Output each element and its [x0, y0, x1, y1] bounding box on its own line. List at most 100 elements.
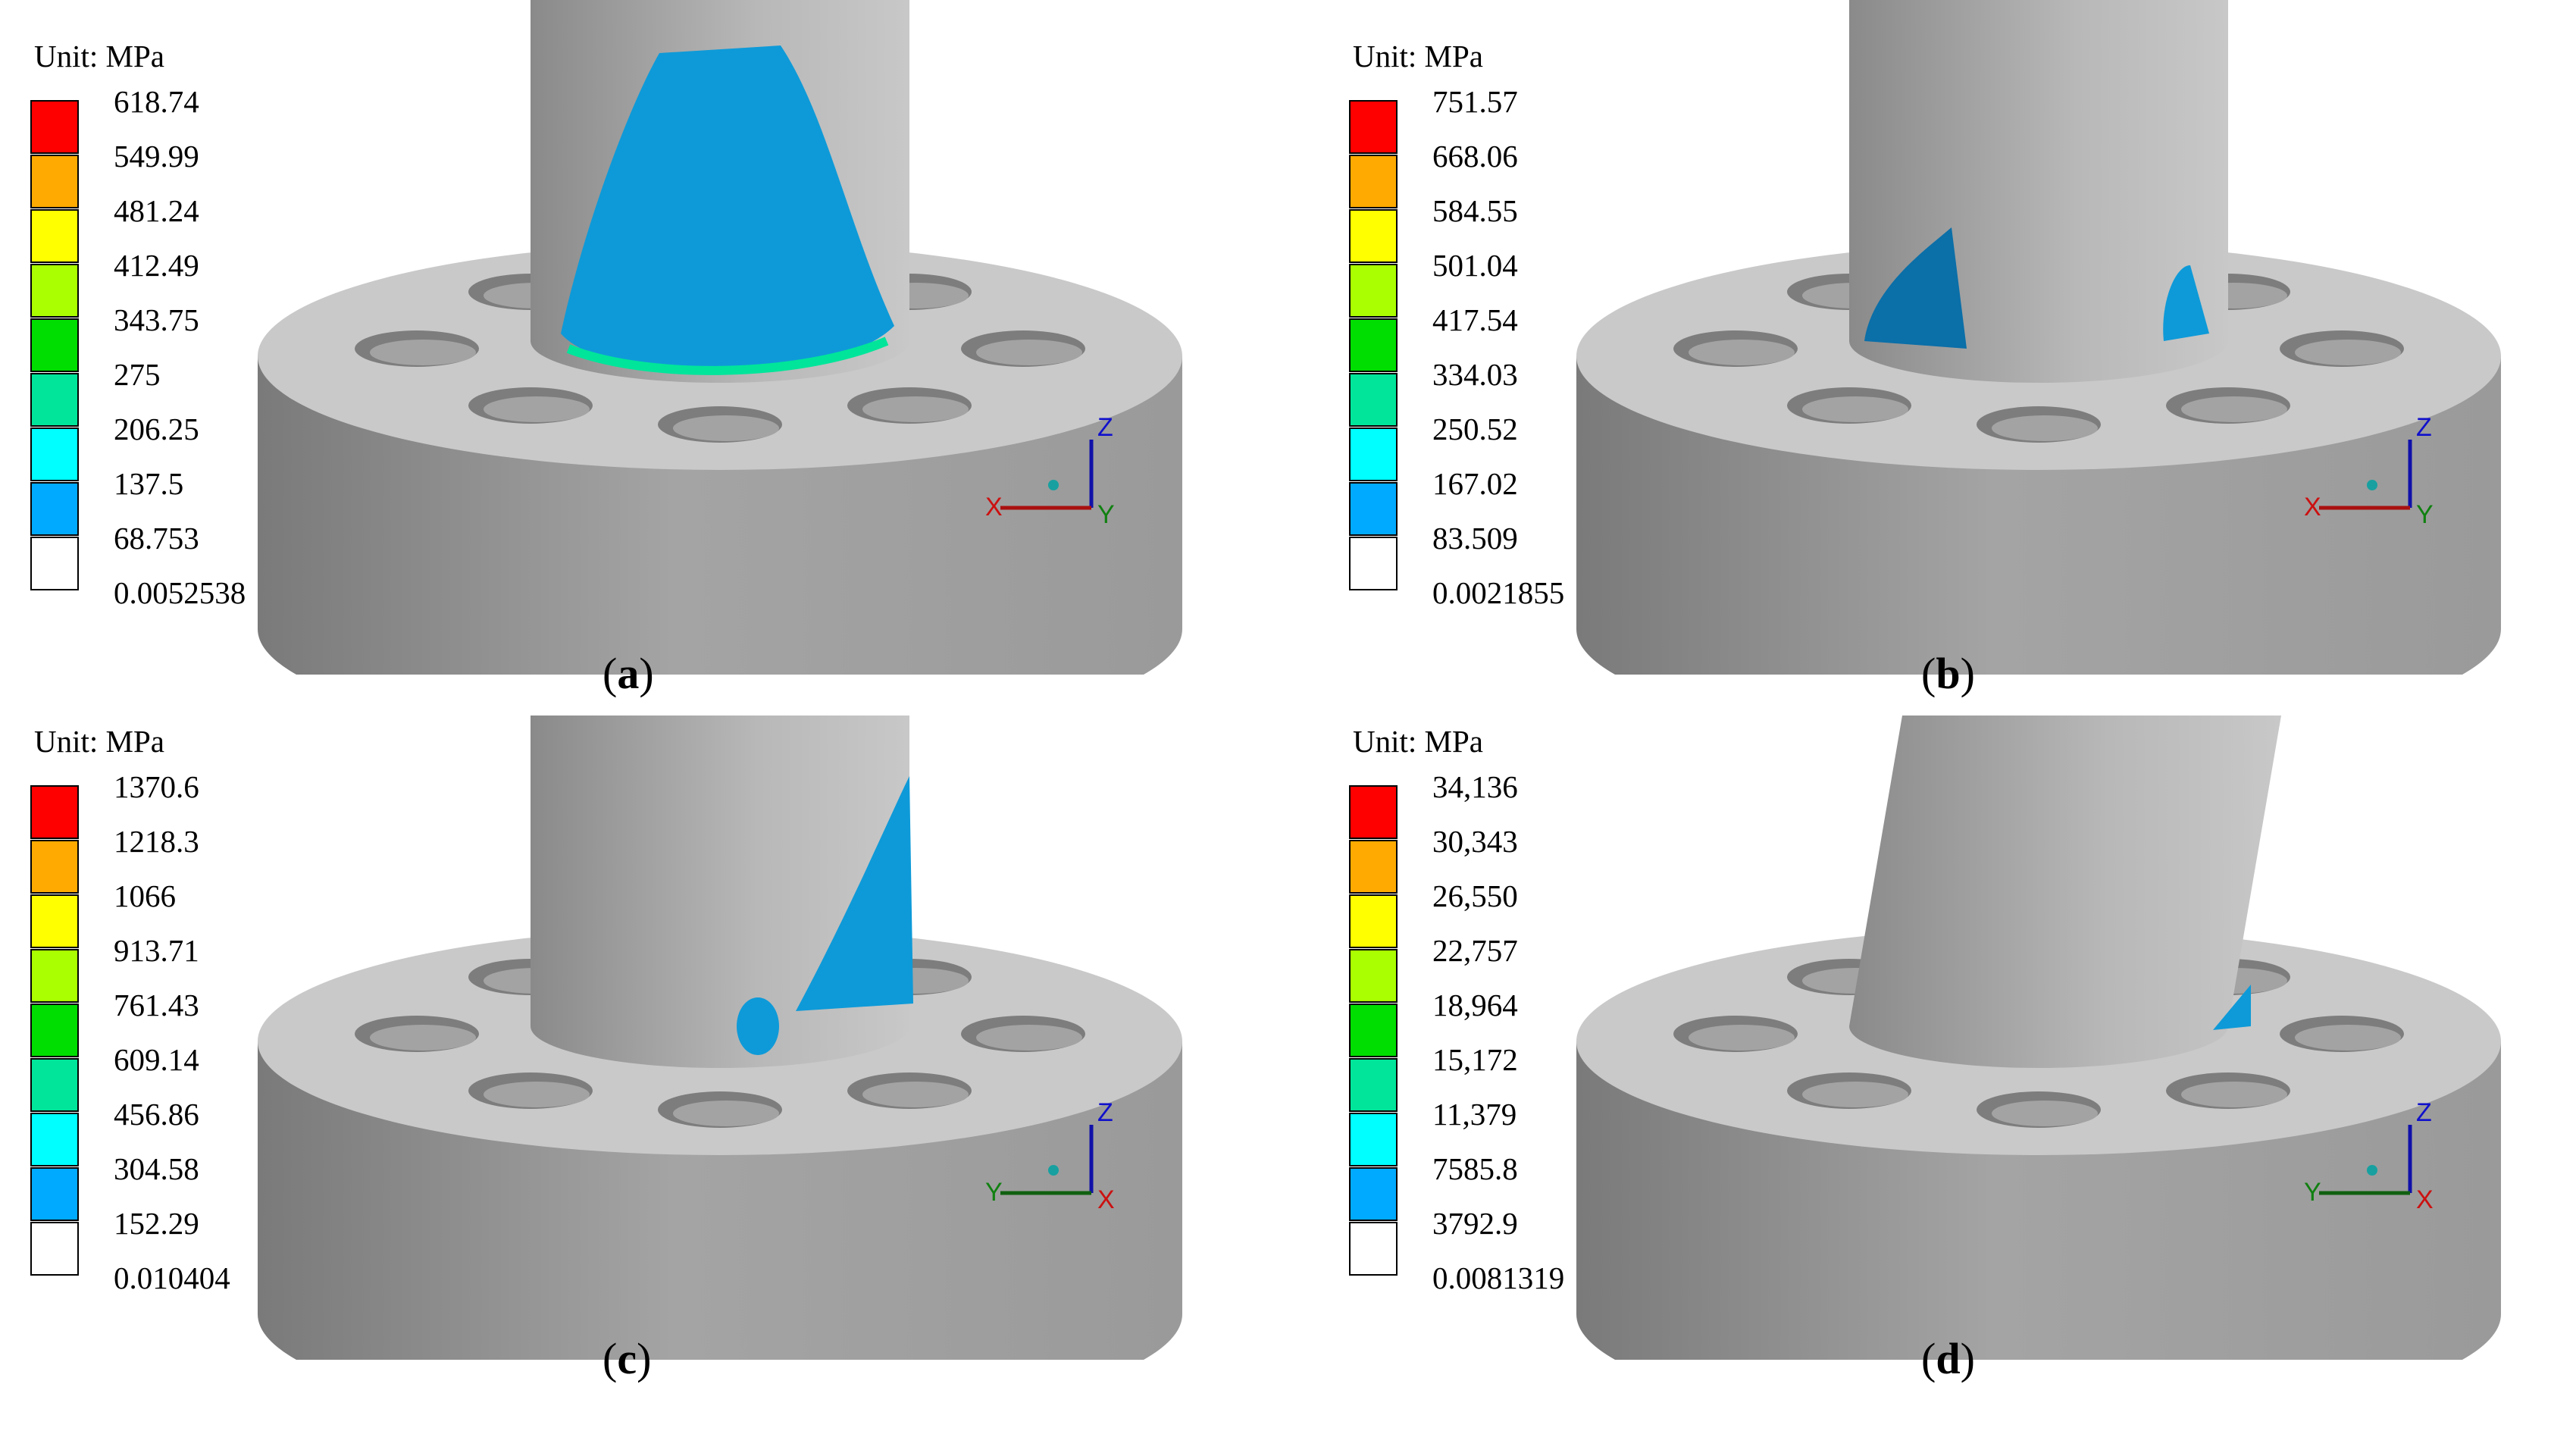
axis-label-vertical: Z — [2416, 413, 2432, 442]
legend-value: 481.24 — [114, 193, 199, 228]
legend-value: 3792.9 — [1432, 1206, 1518, 1241]
panel-a: Z X Y Unit: MPa 618.74 549.99 481.24 412.49 343.… — [0, 0, 1288, 716]
legend-swatch — [30, 100, 79, 154]
legend-value: 11,379 — [1432, 1097, 1517, 1132]
legend-value: 152.29 — [114, 1206, 199, 1241]
legend-swatch — [30, 1113, 79, 1166]
legend-value: 618.74 — [114, 84, 199, 119]
legend-value: 0.010404 — [114, 1260, 230, 1295]
legend-swatch — [1349, 155, 1398, 208]
legend-swatch — [1349, 209, 1398, 263]
legend-value: 34,136 — [1432, 769, 1518, 804]
axis-label-depth: X — [2416, 1185, 2434, 1214]
panel-caption: (d) — [1921, 1334, 1975, 1383]
legend-swatch — [1349, 1113, 1398, 1166]
legend-value: 668.06 — [1432, 139, 1518, 174]
legend-value: 584.55 — [1432, 193, 1518, 228]
legend-value: 7585.8 — [1432, 1151, 1518, 1186]
unit-label: Unit: MPa — [1353, 724, 1483, 759]
flange-model-b: Z X Y — [1576, 0, 2501, 675]
axis-label-vertical: Z — [1097, 413, 1113, 442]
legend-swatch — [30, 1167, 79, 1221]
legend-value: 30,343 — [1432, 824, 1518, 859]
axis-label-horizontal: Y — [985, 1178, 1003, 1207]
legend-swatch — [1349, 1058, 1398, 1112]
legend-swatch — [30, 482, 79, 536]
legend-value: 417.54 — [1432, 302, 1518, 337]
legend-value: 1370.6 — [114, 769, 199, 804]
legend-swatch — [30, 894, 79, 948]
legend-value: 275 — [114, 357, 161, 392]
legend-value: 1066 — [114, 878, 176, 913]
legend-swatch — [30, 373, 79, 427]
axis-label-horizontal: X — [985, 493, 1003, 521]
flange-model-c: Z Y X — [258, 716, 1182, 1360]
axis-label-depth: X — [1097, 1185, 1115, 1214]
legend-value: 0.0052538 — [114, 575, 246, 610]
legend-value: 549.99 — [114, 139, 199, 174]
legend-value: 343.75 — [114, 302, 199, 337]
legend-swatch — [1349, 1167, 1398, 1221]
legend-swatch — [1349, 785, 1398, 839]
legend-swatch — [30, 209, 79, 263]
legend-value: 167.02 — [1432, 466, 1518, 501]
legend-swatch — [30, 1222, 79, 1276]
axis-label-horizontal: X — [2304, 493, 2321, 521]
panel-caption: (a) — [603, 649, 654, 698]
legend-swatch — [1349, 1222, 1398, 1276]
legend-swatch — [1349, 427, 1398, 481]
legend-value: 1218.3 — [114, 824, 199, 859]
legend-swatch — [1349, 894, 1398, 948]
legend-swatch — [30, 1004, 79, 1057]
axis-label-horizontal: Y — [2304, 1178, 2321, 1207]
flange-model-d: Z Y X — [1576, 716, 2501, 1360]
legend-swatch — [1349, 318, 1398, 372]
legend-value: 137.5 — [114, 466, 184, 501]
legend-swatch — [1349, 840, 1398, 894]
legend-value: 609.14 — [114, 1042, 199, 1077]
legend-value: 68.753 — [114, 521, 199, 556]
unit-label: Unit: MPa — [34, 724, 164, 759]
flange-model-a: Z X Y — [258, 0, 1182, 675]
legend-swatch — [1349, 373, 1398, 427]
legend-value: 304.58 — [114, 1151, 199, 1186]
legend-swatch — [30, 264, 79, 318]
panel-c: Z Y X Unit: MPa 1370.6 1218.3 1066 913.71 761.43… — [0, 685, 1288, 1401]
legend-swatch — [1349, 264, 1398, 318]
legend-value: 250.52 — [1432, 412, 1518, 446]
legend-value: 0.0081319 — [1432, 1260, 1565, 1295]
legend-value: 334.03 — [1432, 357, 1518, 392]
legend-swatch — [30, 1058, 79, 1112]
panel-caption: (c) — [603, 1334, 652, 1383]
legend-value: 761.43 — [114, 988, 199, 1022]
legend-swatch — [30, 840, 79, 894]
legend-swatch — [30, 318, 79, 372]
axis-label-vertical: Z — [1097, 1098, 1113, 1127]
legend-swatch — [1349, 537, 1398, 590]
legend-swatch — [1349, 100, 1398, 154]
legend-value: 206.25 — [114, 412, 199, 446]
legend-value: 22,757 — [1432, 933, 1518, 968]
legend-value: 15,172 — [1432, 1042, 1518, 1077]
panel-caption: (b) — [1921, 649, 1975, 698]
legend-swatch — [30, 155, 79, 208]
legend-value: 26,550 — [1432, 878, 1518, 913]
axis-label-vertical: Z — [2416, 1098, 2432, 1127]
unit-label: Unit: MPa — [34, 39, 164, 74]
panel-b: Z X Y Unit: MPa 751.57 668.06 584.55 501.04 417.… — [1319, 0, 2576, 716]
legend-value: 18,964 — [1432, 988, 1518, 1022]
legend-value: 913.71 — [114, 933, 199, 968]
legend-value: 83.509 — [1432, 521, 1518, 556]
panel-d: Z Y X Unit: MPa 34,136 30,343 26,550 22,757 18,9… — [1319, 685, 2576, 1401]
legend-value: 501.04 — [1432, 248, 1518, 283]
legend-value: 456.86 — [114, 1097, 199, 1132]
legend-swatch — [1349, 949, 1398, 1003]
legend-swatch — [1349, 482, 1398, 536]
legend-swatch — [1349, 1004, 1398, 1057]
legend-value: 412.49 — [114, 248, 199, 283]
legend-swatch — [30, 949, 79, 1003]
axis-label-depth: Y — [2416, 500, 2434, 529]
legend-swatch — [30, 427, 79, 481]
legend-value: 0.0021855 — [1432, 575, 1565, 610]
legend-swatch — [30, 537, 79, 590]
